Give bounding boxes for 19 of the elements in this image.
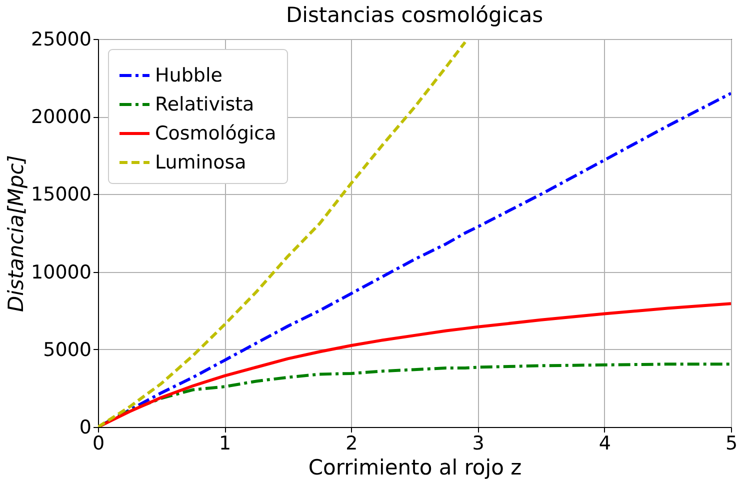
legend-label: Relativista <box>155 94 254 116</box>
x-tick-label: 4 <box>598 432 611 454</box>
x-tick-label: 3 <box>472 432 484 454</box>
y-axis-title: Distancia[Mpc] <box>4 155 28 312</box>
y-tick-label: 10000 <box>31 261 92 284</box>
y-tick-label: 5000 <box>43 338 92 361</box>
x-tick-label: 5 <box>725 432 738 454</box>
x-tick-label: 1 <box>219 432 232 454</box>
y-tick-label: 20000 <box>31 106 92 128</box>
x-tick-label: 2 <box>346 432 358 454</box>
x-axis-title: Corrimiento al rojo z <box>308 456 522 479</box>
chart-title: Distancias cosmológicas <box>286 3 544 27</box>
y-tick-label: 15000 <box>31 184 92 206</box>
x-tick-label: 0 <box>92 432 105 454</box>
legend-label: Hubble <box>155 64 222 86</box>
legend-label: Luminosa <box>155 152 246 174</box>
y-tick-label: 0 <box>79 416 92 438</box>
y-tick-label: 25000 <box>31 28 92 50</box>
legend-label: Cosmológica <box>155 122 276 144</box>
